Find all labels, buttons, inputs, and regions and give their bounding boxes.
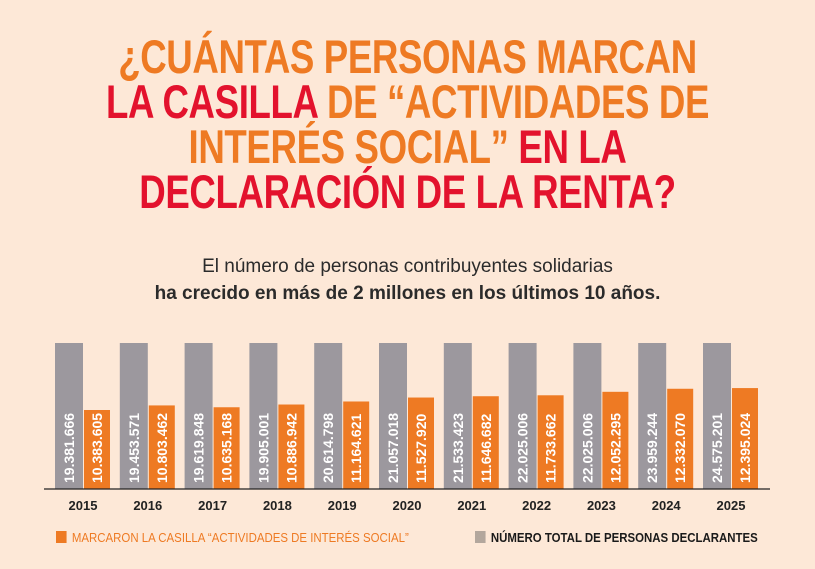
legend-item-total: NÚMERO TOTAL DE PERSONAS DECLARANTES: [475, 530, 758, 545]
legend-label: NÚMERO TOTAL DE PERSONAS DECLARANTES: [490, 530, 758, 545]
bar-total-2020: [379, 343, 407, 489]
bar-label-total: 22.025.006: [579, 413, 595, 483]
bar-label-total: 21.533.423: [450, 413, 466, 483]
legend-item-casilla: MARCARON LA CASILLA “ACTIVIDADES DE INTE…: [56, 530, 409, 545]
bar-label-total: 21.057.018: [385, 413, 401, 483]
bar-casilla-2023: [602, 391, 629, 489]
x-tick-label: 2016: [133, 498, 162, 513]
title-line-3: INTERÉS SOCIAL” EN LA: [90, 123, 726, 170]
x-tick-label: 2018: [263, 498, 292, 513]
x-tick-label: 2015: [69, 498, 98, 513]
bar-casilla-2015: [84, 410, 110, 489]
bar-casilla-2016: [148, 405, 175, 489]
bar-label-casilla: 10.383.605: [89, 413, 105, 483]
bar-label-casilla: 11.527.920: [413, 413, 429, 483]
subtitle-line-1: El número de personas contribuyentes sol…: [202, 256, 613, 277]
title-line-2: LA CASILLA DE “ACTIVIDADES DE: [90, 78, 726, 125]
bar-label-casilla: 10.635.168: [219, 413, 235, 483]
title-segment: INTERÉS SOCIAL”: [188, 120, 509, 173]
x-tick-label: 2017: [198, 498, 227, 513]
bar-total-2022: [508, 343, 537, 489]
legend-swatch-orange: [56, 531, 67, 543]
bar-total-2017: [184, 343, 213, 489]
bar-label-casilla: 10.886.942: [283, 413, 299, 483]
x-tick-label: 2022: [522, 498, 551, 513]
bar-label-casilla: 12.052.295: [607, 413, 623, 483]
x-tick-label: 2019: [328, 498, 357, 513]
bar-total-2019: [314, 343, 343, 489]
bar-total-2018: [249, 343, 278, 489]
title-line-1: ¿CUÁNTAS PERSONAS MARCAN: [90, 33, 726, 80]
title-segment: ¿CUÁNTAS PERSONAS MARCAN: [118, 30, 697, 83]
bar-casilla-2022: [537, 395, 564, 489]
bar-label-total: 19.381.666: [61, 413, 77, 483]
bar-label-total: 19.619.848: [191, 413, 207, 483]
bar-casilla-2021: [472, 396, 499, 489]
bar-label-casilla: 12.395.024: [737, 413, 753, 483]
x-tick-label: 2020: [393, 498, 422, 513]
bar-label-casilla: 11.164.621: [348, 413, 364, 483]
bar-total-2016: [119, 343, 148, 489]
bar-label-total: 19.453.571: [126, 413, 142, 483]
chart-title: ¿CUÁNTAS PERSONAS MARCAN LA CASILLA DE “…: [0, 33, 815, 215]
bar-label-casilla: 10.803.462: [154, 413, 170, 483]
bar-total-2025: [703, 343, 731, 489]
x-tick-label: 2025: [717, 498, 746, 513]
bar-total-2023: [573, 343, 602, 489]
bar-label-total: 23.959.244: [644, 413, 660, 483]
bar-casilla-2024: [667, 388, 694, 489]
bar-label-total: 19.905.001: [255, 413, 271, 483]
x-tick-label: 2024: [652, 498, 682, 513]
bar-label-casilla: 12.332.070: [672, 413, 688, 483]
title-segment: LA CASILLA: [105, 75, 318, 128]
bar-casilla-2020: [408, 397, 434, 489]
bar-label-total: 24.575.201: [709, 413, 725, 483]
bar-label-total: 20.614.798: [320, 413, 336, 483]
bar-casilla-2017: [213, 407, 240, 489]
title-line-4: DECLARACIÓN DE LA RENTA?: [90, 168, 726, 215]
bar-total-2015: [55, 343, 83, 489]
bar-label-casilla: 11.646.682: [478, 413, 494, 483]
title-segment: DECLARACIÓN DE LA RENTA?: [139, 165, 676, 218]
subtitle-line-2: ha crecido en más de 2 millones en los ú…: [154, 283, 661, 304]
x-tick-label: 2021: [457, 498, 486, 513]
bar-casilla-2019: [343, 401, 370, 489]
bar-label-total: 22.025.006: [515, 413, 531, 483]
legend-swatch-gray: [475, 531, 486, 543]
bar-total-2021: [443, 343, 472, 489]
bar-casilla-2025: [732, 388, 758, 489]
legend-label: MARCARON LA CASILLA “ACTIVIDADES DE INTE…: [71, 530, 409, 545]
bar-total-2024: [638, 343, 667, 489]
title-segment: DE “ACTIVIDADES DE: [317, 75, 710, 128]
bar-label-casilla: 11.733.662: [543, 413, 559, 483]
title-segment: EN LA: [508, 120, 627, 173]
x-tick-label: 2023: [587, 498, 616, 513]
bar-casilla-2018: [278, 404, 305, 489]
